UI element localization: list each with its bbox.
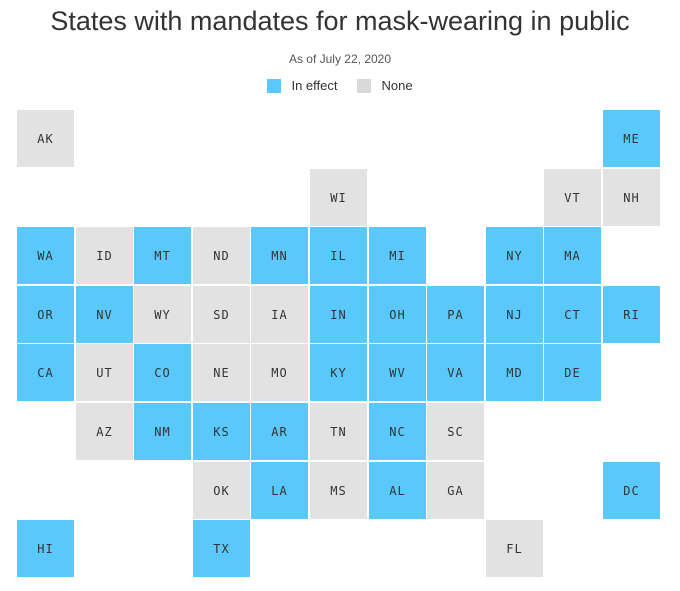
state-tile-id: ID (76, 227, 133, 284)
state-tile-ca: CA (17, 344, 74, 401)
legend-swatch-none (357, 78, 372, 93)
state-tile-wy: WY (134, 286, 191, 343)
legend-item-none: None (357, 78, 413, 93)
state-tile-md: MD (486, 344, 543, 401)
state-tile-nm: NM (134, 403, 191, 460)
state-tile-mt: MT (134, 227, 191, 284)
state-tile-vt: VT (544, 169, 601, 226)
state-tile-ga: GA (427, 462, 484, 519)
state-tile-co: CO (134, 344, 191, 401)
state-tile-de: DE (544, 344, 601, 401)
state-tile-mi: MI (369, 227, 426, 284)
state-tile-ak: AK (17, 110, 74, 167)
state-tile-pa: PA (427, 286, 484, 343)
state-tile-nd: ND (193, 227, 250, 284)
state-tile-ma: MA (544, 227, 601, 284)
legend-swatch-in-effect (267, 78, 282, 93)
state-tile-ia: IA (251, 286, 308, 343)
state-tile-al: AL (369, 462, 426, 519)
state-tile-ms: MS (310, 462, 367, 519)
state-tile-nc: NC (369, 403, 426, 460)
state-tile-la: LA (251, 462, 308, 519)
state-tile-il: IL (310, 227, 367, 284)
legend-label-none: None (381, 78, 413, 93)
state-tile-tx: TX (193, 520, 250, 577)
state-tile-ne: NE (193, 344, 250, 401)
legend-item-in-effect: In effect (267, 78, 337, 93)
state-tile-ks: KS (193, 403, 250, 460)
state-tile-or: OR (17, 286, 74, 343)
state-tile-nv: NV (76, 286, 133, 343)
state-tile-ri: RI (603, 286, 660, 343)
state-tile-az: AZ (76, 403, 133, 460)
state-tile-ny: NY (486, 227, 543, 284)
state-tile-hi: HI (17, 520, 74, 577)
state-tile-mo: MO (251, 344, 308, 401)
state-tile-nh: NH (603, 169, 660, 226)
state-tile-ct: CT (544, 286, 601, 343)
state-tile-mn: MN (251, 227, 308, 284)
state-tile-ok: OK (193, 462, 250, 519)
state-tile-wa: WA (17, 227, 74, 284)
legend: In effect None (0, 78, 680, 93)
state-tile-me: ME (603, 110, 660, 167)
state-tile-ar: AR (251, 403, 308, 460)
state-tile-ky: KY (310, 344, 367, 401)
state-tile-oh: OH (369, 286, 426, 343)
state-tile-fl: FL (486, 520, 543, 577)
state-tile-nj: NJ (486, 286, 543, 343)
state-tile-tn: TN (310, 403, 367, 460)
state-tile-va: VA (427, 344, 484, 401)
map-subtitle: As of July 22, 2020 (288, 52, 392, 66)
state-tile-ut: UT (76, 344, 133, 401)
state-tile-sd: SD (193, 286, 250, 343)
state-tile-dc: DC (603, 462, 660, 519)
state-tile-wv: WV (369, 344, 426, 401)
state-tile-in: IN (310, 286, 367, 343)
state-tile-sc: SC (427, 403, 484, 460)
state-tile-wi: WI (310, 169, 367, 226)
legend-label-in-effect: In effect (291, 78, 338, 93)
map-title: States with mandates for mask-wearing in… (50, 6, 630, 36)
